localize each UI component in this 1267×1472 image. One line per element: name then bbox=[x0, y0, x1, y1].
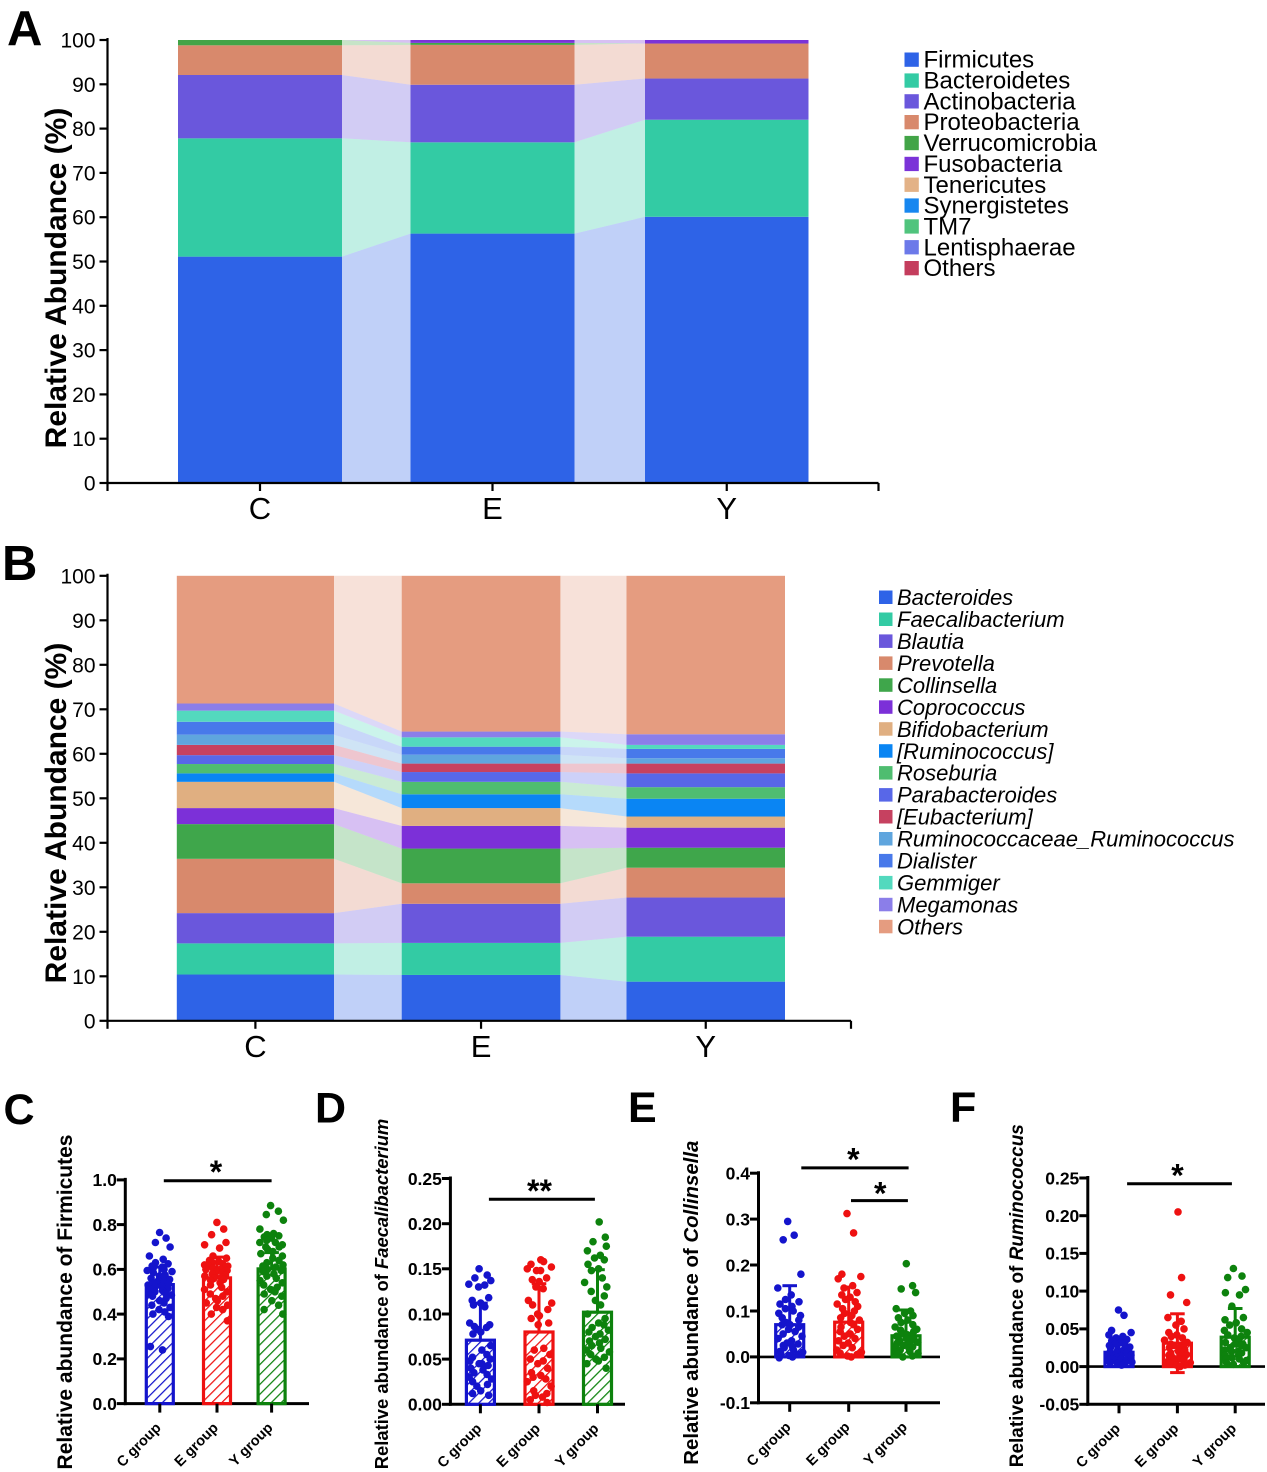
svg-text:0.0: 0.0 bbox=[92, 1394, 117, 1414]
svg-text:0.00: 0.00 bbox=[408, 1395, 442, 1415]
svg-text:0.00: 0.00 bbox=[1045, 1357, 1079, 1377]
svg-text:Relative abundance of Faecalib: Relative abundance of Faecalibacterium bbox=[371, 1119, 392, 1470]
svg-text:40: 40 bbox=[72, 832, 95, 855]
svg-text:Parabacteroides: Parabacteroides bbox=[897, 783, 1057, 808]
svg-text:D: D bbox=[315, 1085, 346, 1133]
svg-text:[Ruminococcus]: [Ruminococcus] bbox=[896, 739, 1054, 764]
svg-text:Verrucomicrobia: Verrucomicrobia bbox=[924, 130, 1098, 157]
svg-text:Y: Y bbox=[716, 491, 737, 526]
svg-text:C: C bbox=[249, 491, 271, 526]
svg-text:0.3: 0.3 bbox=[726, 1209, 751, 1229]
svg-text:0.6: 0.6 bbox=[92, 1260, 117, 1280]
svg-text:50: 50 bbox=[72, 788, 95, 811]
svg-text:0.25: 0.25 bbox=[408, 1169, 442, 1189]
svg-text:Blautia: Blautia bbox=[897, 629, 964, 654]
svg-text:Relative abundance of Firmicut: Relative abundance of Firmicutes bbox=[54, 1135, 77, 1470]
svg-text:Bacteroidetes: Bacteroidetes bbox=[924, 68, 1071, 95]
svg-text:0.4: 0.4 bbox=[726, 1164, 751, 1184]
svg-text:*: * bbox=[210, 1154, 223, 1190]
svg-text:Gemmiger: Gemmiger bbox=[897, 871, 1001, 896]
svg-text:-0.05: -0.05 bbox=[1039, 1395, 1079, 1415]
svg-text:Bifidobacterium: Bifidobacterium bbox=[897, 717, 1049, 742]
svg-text:-0.1: -0.1 bbox=[720, 1393, 750, 1413]
svg-text:Megamonas: Megamonas bbox=[897, 892, 1018, 917]
svg-text:0.15: 0.15 bbox=[1045, 1244, 1079, 1264]
svg-text:Others: Others bbox=[924, 255, 996, 282]
svg-text:Firmicutes: Firmicutes bbox=[924, 47, 1035, 74]
svg-text:Synergistetes: Synergistetes bbox=[924, 193, 1069, 220]
svg-text:*: * bbox=[1171, 1158, 1184, 1194]
svg-text:80: 80 bbox=[72, 118, 95, 141]
svg-text:B: B bbox=[2, 537, 37, 591]
svg-text:Y: Y bbox=[695, 1029, 716, 1064]
svg-text:Bacteroides: Bacteroides bbox=[897, 585, 1013, 610]
svg-text:Dialister: Dialister bbox=[897, 849, 978, 874]
svg-text:0.20: 0.20 bbox=[408, 1214, 442, 1234]
svg-text:Relative Abundance (%): Relative Abundance (%) bbox=[40, 643, 73, 984]
svg-text:0: 0 bbox=[84, 473, 96, 496]
svg-text:Relative abundance of Collinse: Relative abundance of Collinsella bbox=[681, 1141, 703, 1465]
svg-text:E: E bbox=[628, 1084, 657, 1132]
svg-text:Fusobacteria: Fusobacteria bbox=[924, 151, 1063, 178]
svg-text:Relative Abundance (%): Relative Abundance (%) bbox=[40, 108, 73, 449]
svg-text:Tenericutes: Tenericutes bbox=[924, 172, 1047, 199]
svg-text:0.1: 0.1 bbox=[726, 1301, 751, 1321]
svg-text:0.8: 0.8 bbox=[92, 1215, 117, 1235]
svg-text:Ruminococcaceae_Ruminococcus: Ruminococcaceae_Ruminococcus bbox=[897, 827, 1235, 852]
svg-text:90: 90 bbox=[72, 610, 95, 633]
svg-text:0.10: 0.10 bbox=[408, 1304, 442, 1324]
svg-text:50: 50 bbox=[72, 251, 95, 274]
svg-text:0.2: 0.2 bbox=[92, 1349, 117, 1369]
svg-text:A: A bbox=[7, 2, 42, 56]
svg-text:1.0: 1.0 bbox=[92, 1170, 117, 1190]
svg-text:0.05: 0.05 bbox=[1045, 1319, 1079, 1339]
svg-text:30: 30 bbox=[72, 877, 95, 900]
svg-text:E: E bbox=[482, 491, 503, 526]
svg-text:[Eubacterium]: [Eubacterium] bbox=[896, 805, 1034, 830]
svg-text:0.25: 0.25 bbox=[1045, 1168, 1079, 1188]
svg-text:0: 0 bbox=[84, 1010, 96, 1033]
svg-text:0.20: 0.20 bbox=[1045, 1206, 1079, 1226]
svg-text:F: F bbox=[950, 1084, 976, 1132]
svg-text:Proteobacteria: Proteobacteria bbox=[924, 109, 1081, 136]
svg-text:C: C bbox=[244, 1029, 266, 1064]
svg-text:10: 10 bbox=[72, 428, 95, 451]
svg-text:10: 10 bbox=[72, 966, 95, 989]
svg-text:*: * bbox=[847, 1141, 860, 1177]
svg-text:20: 20 bbox=[72, 384, 95, 407]
svg-text:Actinobacteria: Actinobacteria bbox=[924, 88, 1077, 115]
svg-text:80: 80 bbox=[72, 654, 95, 677]
svg-text:60: 60 bbox=[72, 207, 95, 230]
svg-text:0.10: 0.10 bbox=[1045, 1281, 1079, 1301]
svg-text:100: 100 bbox=[60, 565, 95, 588]
svg-text:C: C bbox=[4, 1086, 35, 1134]
svg-text:0.4: 0.4 bbox=[92, 1304, 117, 1324]
svg-text:E: E bbox=[471, 1029, 492, 1064]
svg-text:0.05: 0.05 bbox=[408, 1349, 442, 1369]
svg-text:Coprococcus: Coprococcus bbox=[897, 695, 1025, 720]
svg-text:40: 40 bbox=[72, 295, 95, 318]
svg-text:70: 70 bbox=[72, 162, 95, 185]
svg-text:Prevotella: Prevotella bbox=[897, 651, 995, 676]
svg-text:100: 100 bbox=[60, 30, 95, 53]
svg-text:TM7: TM7 bbox=[924, 214, 972, 241]
svg-text:Roseburia: Roseburia bbox=[897, 761, 997, 786]
svg-text:Relative abundance of Ruminoco: Relative abundance of Ruminococcus bbox=[1007, 1124, 1028, 1467]
svg-text:70: 70 bbox=[72, 699, 95, 722]
svg-text:0.2: 0.2 bbox=[726, 1255, 751, 1275]
svg-text:60: 60 bbox=[72, 743, 95, 766]
svg-text:20: 20 bbox=[72, 921, 95, 944]
svg-text:*: * bbox=[874, 1176, 887, 1212]
svg-text:30: 30 bbox=[72, 340, 95, 363]
svg-text:Faecalibacterium: Faecalibacterium bbox=[897, 607, 1065, 632]
svg-text:0.0: 0.0 bbox=[726, 1347, 751, 1367]
svg-text:Others: Others bbox=[897, 914, 963, 939]
svg-text:0.15: 0.15 bbox=[408, 1259, 442, 1279]
svg-text:Collinsella: Collinsella bbox=[897, 673, 997, 698]
svg-text:90: 90 bbox=[72, 74, 95, 97]
svg-text:Lentisphaerae: Lentisphaerae bbox=[924, 234, 1076, 261]
svg-text:**: ** bbox=[527, 1173, 552, 1209]
